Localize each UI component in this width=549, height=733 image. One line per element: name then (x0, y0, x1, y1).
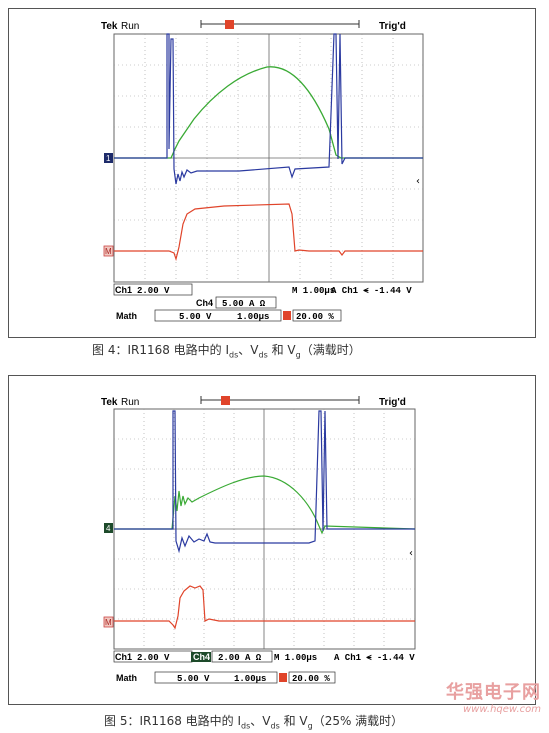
trigger-readout: A Ch1 ⪪ -1.44 V (331, 286, 412, 296)
timebase-readout: M 1.00µs (292, 286, 335, 296)
caption-fig5-sub2: ds (270, 721, 280, 731)
caption-fig5-sub1: ds (241, 721, 251, 731)
ch4-amps-div: 5.00 A Ω (222, 299, 266, 309)
caption-fig5: 图 5：IR1168 电路中的 Ids、Vds 和 Vg（25% 满载时） (104, 712, 403, 730)
ch4-amps-div: 2.00 A Ω (218, 653, 262, 663)
scope-panel-fig4: Tek Run Trig'd 1 M ‹ (8, 8, 536, 338)
ids-red-trace (114, 585, 415, 630)
percent-box (288, 671, 336, 684)
math-marker-label: M (105, 618, 112, 627)
ch4-marker-label: 4 (106, 524, 111, 533)
vds-blue-trace (114, 410, 415, 554)
math-time-div: 1.00µs (237, 312, 269, 322)
vg-green-trace (114, 66, 423, 159)
caption-fig4-sub1: ds (229, 350, 239, 360)
scope-panel-fig5: Tek Run Trig'd 4 M ‹ (8, 375, 536, 705)
tek-brand: Tek (101, 21, 118, 32)
caption-fig4: 图 4：IR1168 电路中的 Ids、Vds 和 Vg（满载时） (92, 341, 361, 359)
ch4-scale-box (215, 296, 277, 309)
percent-marker-icon (283, 311, 291, 320)
caption-fig4-suffix: （满载时） (300, 343, 361, 357)
math-label: Math (116, 673, 137, 683)
run-status: Run (121, 397, 139, 408)
ids-red-trace (114, 203, 423, 262)
caption-fig4-sub2: ds (258, 350, 268, 360)
tek-brand: Tek (101, 397, 118, 408)
caption-fig5-text: 图 5：IR1168 电路中的 I (104, 714, 242, 728)
trigger-percent: 20.00 % (296, 312, 334, 322)
ch4-label: Ch4 (193, 652, 210, 662)
caption-fig4-sub3: g (295, 350, 301, 360)
math-ground-marker (103, 245, 114, 257)
ch1-ground-marker (104, 153, 113, 163)
math-marker-label: M (105, 247, 112, 256)
ch4-ground-marker (104, 523, 113, 533)
scope-screenshot-fig5: Tek Run Trig'd 4 M ‹ (101, 396, 416, 684)
trigger-level-arrow-icon: ‹ (409, 548, 413, 559)
watermark: 华强电子网 www.hqew.com (446, 678, 541, 715)
ch1-marker-label: 1 (106, 154, 111, 163)
caption-fig4-text: 图 4：IR1168 电路中的 I (92, 343, 230, 357)
trigd-status: Trig'd (379, 397, 406, 408)
ch4-scale-box (211, 650, 273, 663)
vds-blue-trace (114, 33, 423, 185)
ch4-label: Ch4 (196, 298, 213, 308)
watermark-cn: 华强电子网 (446, 682, 541, 703)
math-scale-box (154, 309, 282, 322)
caption-fig4-mid1: 、V (238, 343, 259, 357)
ch4-label-bg (191, 652, 211, 662)
ch1-label: Ch1 (115, 652, 132, 662)
trigger-readout: A Ch1 ⪪ -1.44 V (334, 653, 415, 663)
math-volts-div: 5.00 V (179, 312, 212, 322)
run-status: Run (121, 21, 139, 32)
ch1-volts-div: 2.00 V (137, 286, 170, 296)
math-scale-box (154, 671, 278, 684)
trigger-position-marker (225, 20, 234, 29)
trigger-level-arrow-icon: ‹ (416, 176, 420, 187)
watermark-url: www.hqew.com (463, 704, 541, 715)
trigger-percent: 20.00 % (292, 674, 330, 684)
caption-fig5-suffix: （25% 满载时） (312, 714, 404, 728)
trigger-position-marker (221, 396, 230, 405)
caption-fig5-sub3: g (307, 721, 313, 731)
vg-green-trace (114, 475, 416, 535)
trigd-status: Trig'd (379, 21, 406, 32)
ch1-label: Ch1 (115, 285, 132, 295)
caption-fig4-mid2: 和 V (267, 343, 296, 357)
scope-screenshot-fig4: Tek Run Trig'd 1 M ‹ (101, 20, 424, 322)
percent-marker-icon (279, 673, 287, 682)
caption-fig5-mid1: 、V (250, 714, 271, 728)
math-ground-marker (103, 616, 114, 628)
timebase-readout: M 1.00µs (274, 653, 317, 663)
ch1-scale-box (113, 283, 193, 296)
math-volts-div: 5.00 V (177, 674, 210, 684)
ch1-volts-div: 2.00 V (137, 653, 170, 663)
math-time-div: 1.00µs (234, 674, 266, 684)
caption-fig5-mid2: 和 V (279, 714, 308, 728)
percent-box (292, 309, 342, 322)
math-label: Math (116, 311, 137, 321)
